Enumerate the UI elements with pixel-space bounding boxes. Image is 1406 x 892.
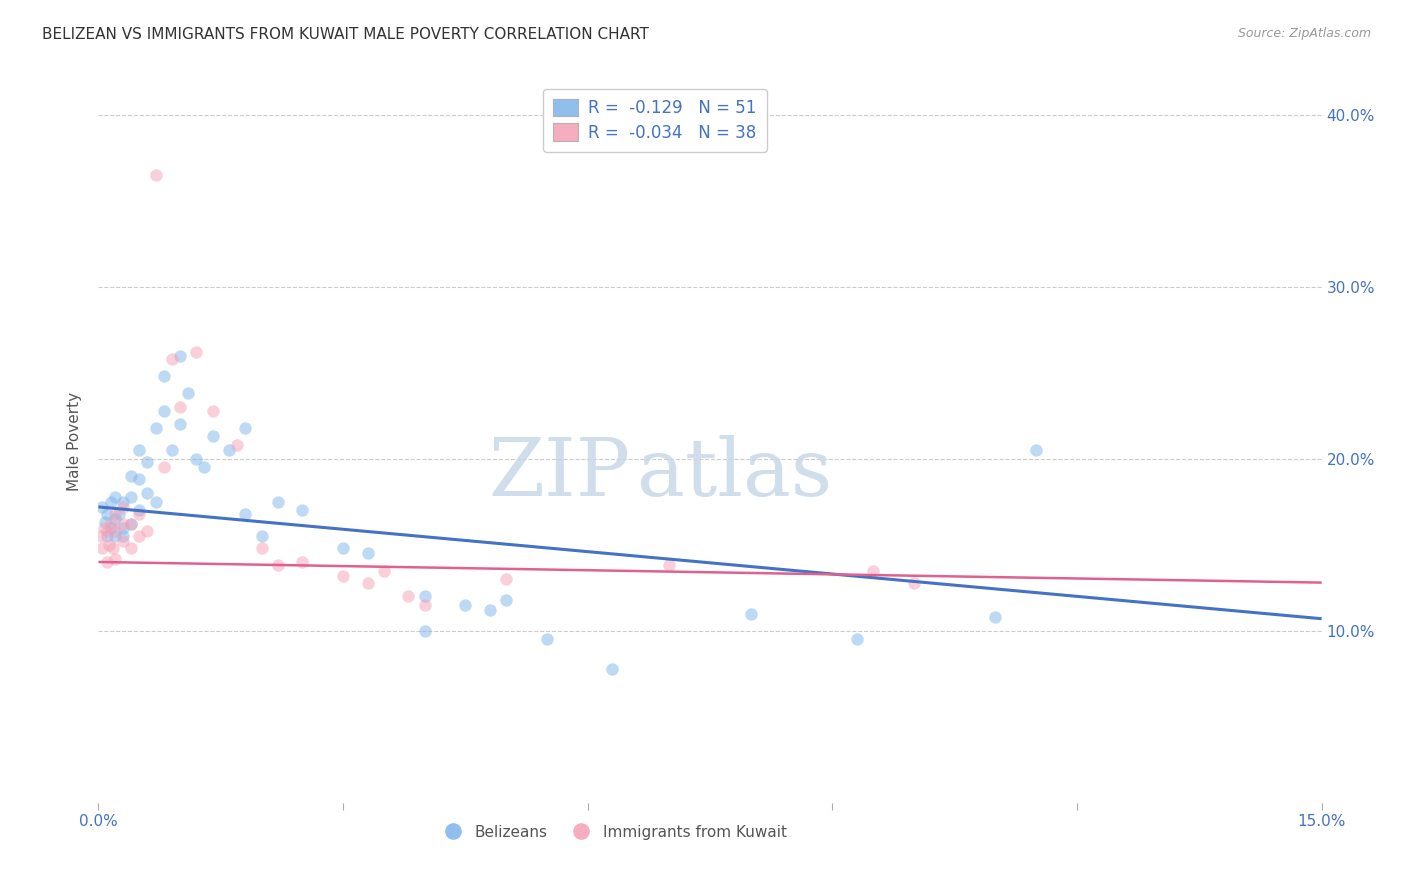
Point <box>332 541 354 556</box>
Point <box>186 345 208 359</box>
Point <box>177 386 200 401</box>
Point <box>332 568 354 582</box>
Point <box>145 168 167 182</box>
Point <box>169 417 191 432</box>
Point <box>104 529 127 543</box>
Point <box>120 517 142 532</box>
Point <box>152 460 174 475</box>
Point <box>136 486 159 500</box>
Point <box>100 494 122 508</box>
Point <box>536 632 558 647</box>
Text: BELIZEAN VS IMMIGRANTS FROM KUWAIT MALE POVERTY CORRELATION CHART: BELIZEAN VS IMMIGRANTS FROM KUWAIT MALE … <box>42 27 650 42</box>
Point <box>152 403 174 417</box>
Point <box>111 517 134 532</box>
Point <box>267 558 290 573</box>
Point <box>94 516 117 530</box>
Point <box>413 624 436 638</box>
Point <box>600 662 623 676</box>
Point <box>226 438 249 452</box>
Point <box>111 494 134 508</box>
Point <box>658 558 681 573</box>
Point <box>136 524 159 538</box>
Text: Source: ZipAtlas.com: Source: ZipAtlas.com <box>1237 27 1371 40</box>
Point <box>169 400 191 414</box>
Point <box>111 500 134 514</box>
Point <box>96 529 118 543</box>
Point <box>201 429 224 443</box>
Point <box>128 503 150 517</box>
Point <box>93 520 115 534</box>
Point <box>233 507 256 521</box>
Point <box>120 469 142 483</box>
Point <box>104 551 127 566</box>
Point <box>186 451 208 466</box>
Point <box>136 455 159 469</box>
Point <box>495 592 517 607</box>
Point <box>373 564 395 578</box>
Point <box>128 443 150 458</box>
Point <box>413 598 436 612</box>
Text: atlas: atlas <box>637 435 832 513</box>
Point <box>104 490 127 504</box>
Point <box>100 520 122 534</box>
Point <box>250 529 273 543</box>
Point <box>101 541 124 556</box>
Point <box>862 564 884 578</box>
Point <box>96 555 118 569</box>
Point <box>740 607 762 621</box>
Point <box>250 541 273 556</box>
Point <box>291 555 314 569</box>
Point <box>96 507 118 521</box>
Point <box>267 494 290 508</box>
Point <box>1025 443 1047 458</box>
Y-axis label: Male Poverty: Male Poverty <box>67 392 83 491</box>
Point <box>160 351 183 366</box>
Point <box>108 507 131 521</box>
Point <box>193 460 215 475</box>
Point <box>128 472 150 486</box>
Point <box>845 632 868 647</box>
Point <box>160 443 183 458</box>
Point <box>111 534 134 549</box>
Point <box>128 507 150 521</box>
Point <box>984 610 1007 624</box>
Point <box>145 421 167 435</box>
Point <box>111 529 134 543</box>
Point <box>104 507 127 521</box>
Point <box>91 500 114 514</box>
Point <box>495 572 517 586</box>
Point <box>169 349 191 363</box>
Point <box>98 538 121 552</box>
Point <box>413 590 436 604</box>
Point <box>291 503 314 517</box>
Point <box>218 443 240 458</box>
Point <box>100 517 122 532</box>
Point <box>90 529 112 543</box>
Point <box>903 575 925 590</box>
Point <box>111 520 134 534</box>
Point <box>120 541 142 556</box>
Legend: Belizeans, Immigrants from Kuwait: Belizeans, Immigrants from Kuwait <box>432 819 793 846</box>
Point <box>120 490 142 504</box>
Point <box>233 421 256 435</box>
Point <box>454 598 477 612</box>
Point <box>128 529 150 543</box>
Point <box>91 541 114 556</box>
Point <box>478 603 501 617</box>
Point <box>104 524 127 538</box>
Point <box>104 512 127 526</box>
Point <box>120 517 142 532</box>
Point <box>201 403 224 417</box>
Point <box>145 494 167 508</box>
Point <box>396 590 419 604</box>
Point <box>356 546 378 560</box>
Text: ZIP: ZIP <box>488 435 630 513</box>
Point <box>96 524 118 538</box>
Point <box>152 369 174 384</box>
Point <box>356 575 378 590</box>
